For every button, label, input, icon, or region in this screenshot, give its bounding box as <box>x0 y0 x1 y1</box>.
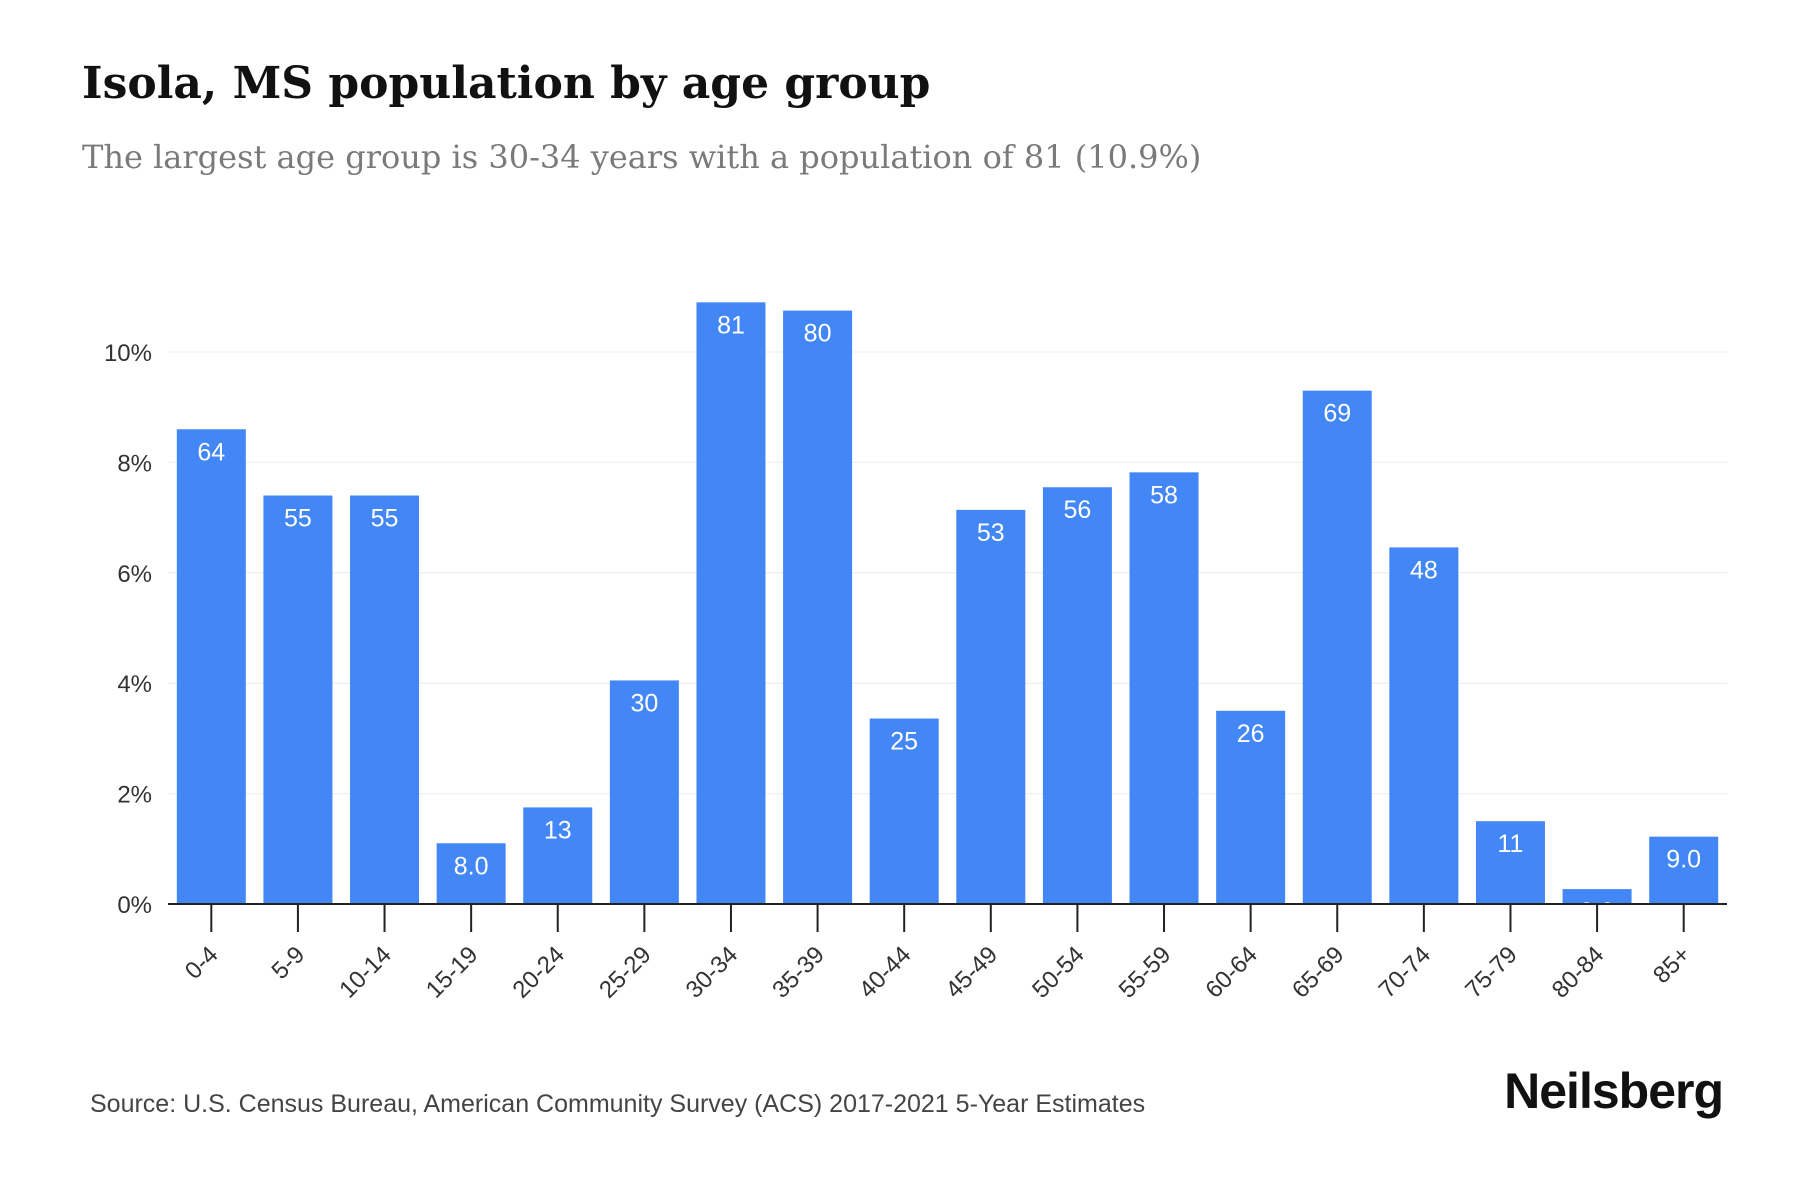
bar <box>176 429 246 904</box>
brand-logo: Neilsberg <box>1504 1063 1724 1119</box>
bar <box>1389 547 1459 904</box>
bar-data-label: 55 <box>284 505 312 533</box>
bar-data-label: 53 <box>977 519 1005 547</box>
bar-data-label: 30 <box>630 689 658 717</box>
bar <box>350 495 420 904</box>
x-tick-label: 10-14 <box>334 941 397 1004</box>
bar-chart: 0% 2% 4% 6% 8% 10% 64 55 55 8.0 13 30 81 80 25 53 56 58 26… <box>104 302 1727 1004</box>
bar-data-label: 58 <box>1150 481 1178 509</box>
x-tick-label: 60-64 <box>1200 941 1263 1004</box>
bar <box>1216 710 1286 904</box>
y-tick-label: 6% <box>117 561 152 588</box>
x-tick-label: 20-24 <box>507 941 570 1004</box>
x-tick-label: 85+ <box>1648 941 1696 989</box>
y-tick-label: 4% <box>117 671 152 698</box>
bar-data-label: 13 <box>544 816 572 844</box>
chart-subtitle: The largest age group is 30-34 years wit… <box>82 138 1202 176</box>
bar <box>956 509 1026 904</box>
bar <box>609 680 679 904</box>
x-tick-label: 65-69 <box>1287 941 1350 1004</box>
x-tick-label: 25-29 <box>594 941 657 1004</box>
x-tick-label: 0-4 <box>180 941 224 985</box>
y-tick-label: 10% <box>104 340 152 367</box>
y-tick-label: 8% <box>117 450 152 477</box>
source-note: Source: U.S. Census Bureau, American Com… <box>90 1090 1146 1118</box>
x-tick-label: 75-79 <box>1460 941 1523 1004</box>
bar-data-label: 8.0 <box>454 852 489 880</box>
bar-data-label: 81 <box>717 311 745 339</box>
bar-data-label: 48 <box>1410 556 1438 584</box>
chart-title: Isola, MS population by age group <box>82 58 931 109</box>
bar-data-label: 69 <box>1323 400 1351 428</box>
bar <box>1302 390 1372 904</box>
bar-data-label: 26 <box>1237 720 1265 748</box>
bar <box>1562 889 1632 904</box>
x-tick-label: 45-49 <box>941 941 1004 1004</box>
bar <box>1129 472 1199 904</box>
bar <box>696 302 766 904</box>
x-tick-label: 5-9 <box>267 941 311 985</box>
x-tick-label: 50-54 <box>1027 941 1090 1004</box>
bar <box>1042 487 1112 904</box>
x-tick-label: 40-44 <box>854 941 917 1004</box>
y-tick-label: 0% <box>117 892 152 919</box>
x-tick-label: 55-59 <box>1114 941 1177 1004</box>
bar-data-label: 25 <box>890 728 918 756</box>
bar <box>783 310 853 905</box>
x-tick-label: 80-84 <box>1547 941 1610 1004</box>
bar-data-label: 64 <box>197 438 225 466</box>
y-tick-label: 2% <box>117 782 152 809</box>
bar-data-label: 55 <box>371 505 399 533</box>
bar <box>436 843 506 904</box>
x-tick-label: 15-19 <box>421 941 484 1004</box>
bar <box>869 718 939 904</box>
bar-data-label: 11 <box>1497 830 1523 858</box>
bar-data-label: 9.0 <box>1666 846 1701 874</box>
x-tick-label: 70-74 <box>1374 941 1437 1004</box>
x-tick-label: 35-39 <box>767 941 830 1004</box>
bar <box>1649 836 1719 904</box>
bar <box>523 807 593 904</box>
bar-data-label: 80 <box>804 320 832 348</box>
x-tick-label: 30-34 <box>681 941 744 1004</box>
bar-data-label: 56 <box>1064 496 1092 524</box>
bar <box>1475 821 1545 904</box>
bar <box>263 495 333 904</box>
